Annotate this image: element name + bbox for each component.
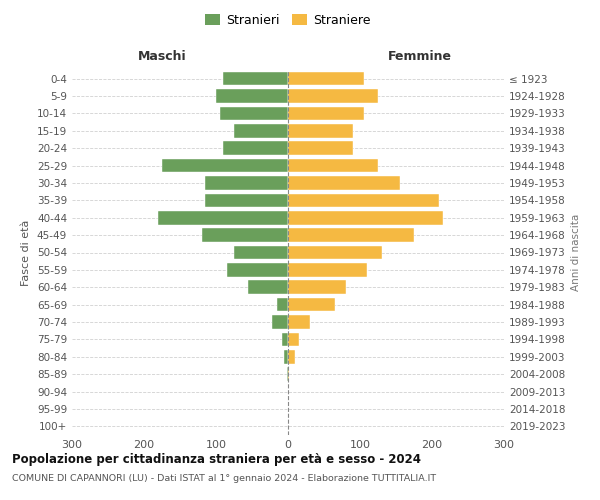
Bar bbox=[288, 194, 439, 207]
Bar bbox=[227, 263, 288, 276]
Bar bbox=[288, 246, 382, 260]
Bar bbox=[282, 332, 288, 346]
Bar bbox=[288, 263, 367, 276]
Bar bbox=[284, 350, 288, 364]
Text: Femmine: Femmine bbox=[388, 50, 452, 62]
Bar bbox=[288, 176, 400, 190]
Bar bbox=[288, 159, 378, 172]
Bar bbox=[288, 368, 289, 381]
Bar bbox=[288, 124, 353, 138]
Bar bbox=[288, 142, 353, 155]
Bar bbox=[205, 194, 288, 207]
Bar bbox=[216, 90, 288, 103]
Bar bbox=[234, 246, 288, 260]
Bar bbox=[223, 142, 288, 155]
Text: Popolazione per cittadinanza straniera per età e sesso - 2024: Popolazione per cittadinanza straniera p… bbox=[12, 452, 421, 466]
Bar bbox=[158, 211, 288, 224]
Bar bbox=[234, 124, 288, 138]
Bar bbox=[248, 280, 288, 294]
Text: COMUNE DI CAPANNORI (LU) - Dati ISTAT al 1° gennaio 2024 - Elaborazione TUTTITAL: COMUNE DI CAPANNORI (LU) - Dati ISTAT al… bbox=[12, 474, 436, 483]
Bar bbox=[288, 298, 335, 312]
Bar bbox=[288, 315, 310, 329]
Bar bbox=[223, 72, 288, 86]
Y-axis label: Anni di nascita: Anni di nascita bbox=[571, 214, 581, 291]
Bar bbox=[288, 211, 443, 224]
Bar bbox=[205, 176, 288, 190]
Bar bbox=[288, 72, 364, 86]
Text: Maschi: Maschi bbox=[137, 50, 187, 62]
Bar bbox=[220, 106, 288, 120]
Bar bbox=[277, 298, 288, 312]
Bar bbox=[272, 315, 288, 329]
Bar bbox=[162, 159, 288, 172]
Bar bbox=[287, 368, 288, 381]
Bar bbox=[288, 350, 295, 364]
Bar bbox=[288, 280, 346, 294]
Bar bbox=[202, 228, 288, 242]
Bar bbox=[288, 106, 364, 120]
Bar bbox=[288, 90, 378, 103]
Y-axis label: Fasce di età: Fasce di età bbox=[22, 220, 31, 286]
Bar bbox=[288, 228, 414, 242]
Legend: Stranieri, Straniere: Stranieri, Straniere bbox=[200, 8, 376, 32]
Bar bbox=[288, 332, 299, 346]
